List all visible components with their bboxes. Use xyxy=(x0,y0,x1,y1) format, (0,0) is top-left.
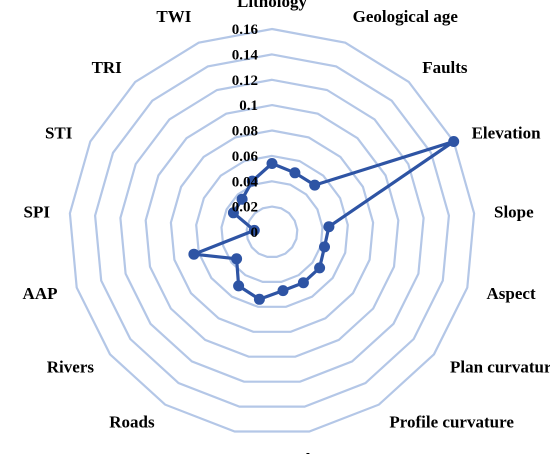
tick-label: 0.14 xyxy=(232,47,259,63)
tick-label: 0.16 xyxy=(232,22,259,38)
axis-label: Roads xyxy=(109,413,155,432)
grid-ring xyxy=(93,53,451,408)
grid-ring xyxy=(220,180,324,283)
axis-label: Faults xyxy=(422,58,468,77)
data-point xyxy=(309,179,321,191)
tick-layer: 0 0.02 0.04 0.06 0.08 0.1 0.12 0.14 0.16 xyxy=(232,22,259,241)
data-point xyxy=(314,262,326,274)
axis-label: TRI xyxy=(92,58,123,77)
data-point xyxy=(188,248,200,260)
data-point xyxy=(277,285,289,297)
tick-label: 0 xyxy=(251,225,259,241)
axis-label: STI xyxy=(45,124,73,143)
data-point xyxy=(236,193,248,205)
tick-label: 0.04 xyxy=(232,174,259,190)
axis-label: Geological age xyxy=(353,7,459,26)
data-point xyxy=(246,175,258,187)
axis-label: Slope xyxy=(494,202,534,221)
axis-label: AAP xyxy=(23,284,58,303)
series-layer xyxy=(188,136,460,305)
axis-label: NDVI xyxy=(209,450,253,454)
axis-label: Land cover xyxy=(272,450,355,454)
grid-ring xyxy=(195,154,349,308)
axis-label: Rivers xyxy=(47,357,95,376)
tick-label: 0.02 xyxy=(232,200,258,216)
data-point xyxy=(231,253,243,265)
data-point xyxy=(233,280,245,292)
data-point xyxy=(448,136,460,147)
data-point xyxy=(248,224,260,236)
grid-ring xyxy=(144,103,400,358)
tick-label: 0.08 xyxy=(232,124,258,140)
grid-ring xyxy=(119,78,425,383)
tick-label: 0.06 xyxy=(232,149,259,165)
grid-ring xyxy=(68,27,476,433)
axis-label: TWI xyxy=(156,7,191,26)
data-point xyxy=(253,293,265,305)
data-point xyxy=(297,277,309,289)
data-point xyxy=(266,158,278,169)
tick-label: 0.12 xyxy=(232,73,258,89)
axis-label: Plan curvature xyxy=(450,357,550,376)
series-line xyxy=(192,139,456,301)
data-point xyxy=(319,241,330,253)
data-point xyxy=(227,207,239,219)
axis-label: Aspect xyxy=(487,284,536,303)
label-layer: Lithology Geological age Faults Elevation Sl… xyxy=(23,0,550,459)
axis-label: Profile curvature xyxy=(389,413,514,432)
data-point xyxy=(289,167,301,179)
tick-label: 0.1 xyxy=(239,98,258,114)
data-point xyxy=(323,221,335,233)
grid-layer xyxy=(68,27,476,433)
axis-label: Elevation xyxy=(472,124,541,143)
grid-ring xyxy=(169,129,375,333)
axis-label: SPI xyxy=(24,202,51,221)
axis-label: Lithology xyxy=(237,0,307,11)
grid-ring xyxy=(245,205,299,258)
